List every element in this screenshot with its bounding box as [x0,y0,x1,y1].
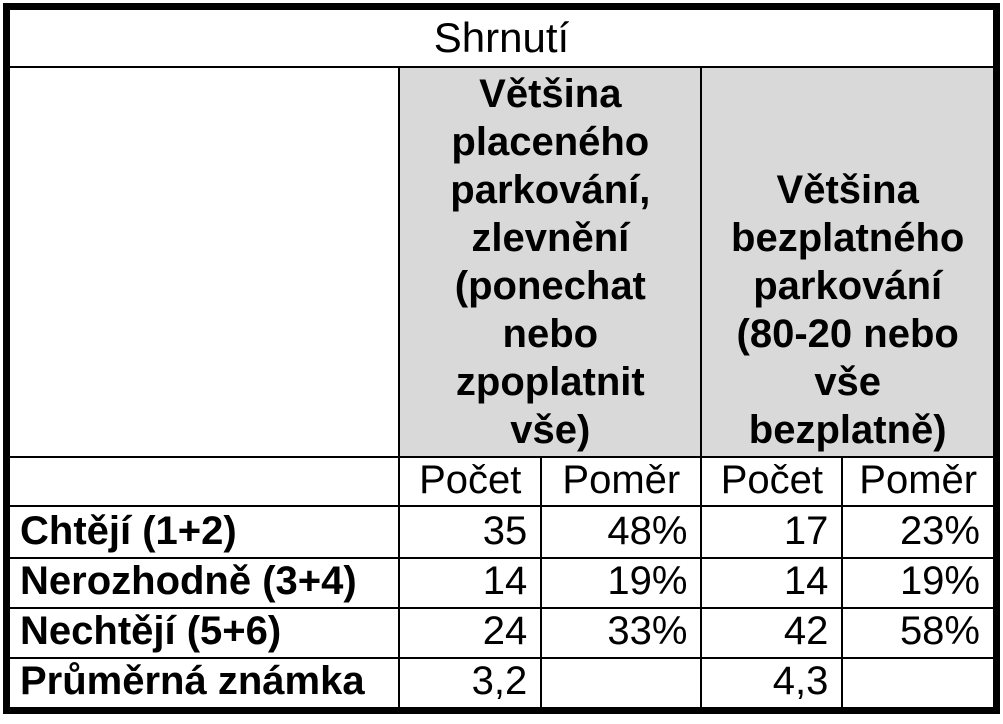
table-row: Chtějí (1+2) 35 48% 17 23% [5,504,998,559]
column-header-count-1: Počet [398,455,543,507]
data-cell: 42 [700,606,844,659]
table-title: Shrnutí [5,5,998,68]
column-header-ratio-1: Poměr [540,455,703,507]
data-cell: 14 [700,556,844,609]
group-header-free-parking: Většina bezplatného parkování (80-20 neb… [700,65,998,458]
column-header-ratio-2: Poměr [841,455,998,507]
data-cell: 33% [540,606,703,659]
row-label-want: Chtějí (1+2) [5,504,401,559]
data-cell: 48% [540,504,703,559]
title-row: Shrnutí [5,5,998,68]
sub-header-row: Počet Poměr Počet Poměr [5,455,998,507]
table-row: Nerozhodně (3+4) 14 19% 14 19% [5,556,998,609]
group-header-paid-parking: Většina placeného parkování, zlevnění (p… [398,65,703,458]
row-label-undecided: Nerozhodně (3+4) [5,556,401,609]
table-row: Průměrná známka 3,2 4,3 [5,656,998,711]
data-cell: 17 [700,504,844,559]
table-row: Nechtějí (5+6) 24 33% 42 58% [5,606,998,659]
data-cell: 35 [398,504,543,559]
sub-header-blank-cell [5,455,401,507]
column-group-header-row: Většina placeného parkování, zlevnění (p… [5,65,998,458]
row-label-dont-want: Nechtějí (5+6) [5,606,401,659]
data-cell: 19% [540,556,703,609]
summary-table: Shrnutí Většina placeného parkování, zle… [3,3,1000,714]
data-cell: 24 [398,606,543,659]
data-cell: 14 [398,556,543,609]
row-label-average-grade: Průměrná známka [5,656,401,711]
data-cell [540,656,703,711]
data-cell [841,656,998,711]
data-cell: 23% [841,504,998,559]
data-cell: 58% [841,606,998,659]
column-header-count-2: Počet [700,455,844,507]
corner-blank-cell [5,65,401,458]
data-cell: 3,2 [398,656,543,711]
data-cell: 4,3 [700,656,844,711]
data-cell: 19% [841,556,998,609]
